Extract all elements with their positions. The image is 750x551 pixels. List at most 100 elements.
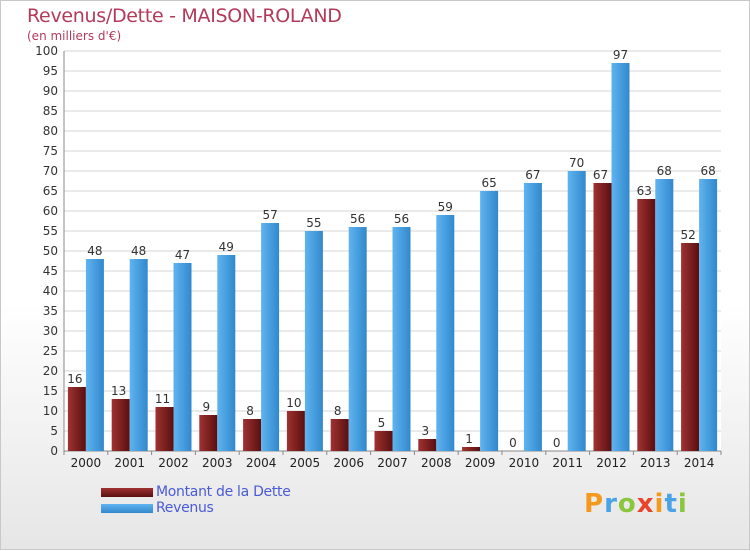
y-tick-label: 80 [43,124,58,138]
bar-revenus [304,231,323,451]
data-label-revenus: 97 [613,48,628,62]
y-tick-label: 60 [43,204,58,218]
data-label-dette: 5 [378,416,386,430]
data-label-dette: 3 [421,424,429,438]
bar-dette [67,387,86,451]
x-tick-label: 2005 [290,456,321,470]
data-label-revenus: 56 [350,212,365,226]
data-label-dette: 52 [680,228,695,242]
data-label-dette: 0 [509,436,517,450]
y-tick-label: 30 [43,324,58,338]
x-tick-label: 2009 [465,456,496,470]
bar-revenus [85,259,104,451]
data-label-revenus: 67 [525,168,540,182]
bar-revenus [567,171,586,451]
y-tick-label: 75 [43,144,58,158]
y-tick-label: 70 [43,164,58,178]
bar-dette [418,439,437,451]
y-tick-label: 5 [50,424,58,438]
x-tick-label: 2002 [158,456,189,470]
bar-dette [330,419,349,451]
data-label-dette: 8 [246,404,254,418]
x-tick-label: 2006 [333,456,364,470]
y-tick-label: 90 [43,84,58,98]
x-tick-label: 2004 [246,456,277,470]
bar-revenus [173,263,192,451]
bar-dette [155,407,174,451]
y-tick-label: 55 [43,224,58,238]
data-label-revenus: 68 [700,164,715,178]
bar-dette [681,243,700,451]
x-tick-label: 2010 [509,456,540,470]
proxiti-logo: Proxiti [584,489,688,519]
bar-dette [462,447,481,451]
x-tick-label: 2013 [640,456,671,470]
chart-subtitle: (en milliers d'€) [27,29,122,43]
bar-revenus [699,179,718,451]
bar-dette [243,419,262,451]
logo-letter: r [604,489,618,519]
data-label-revenus: 56 [394,212,409,226]
legend-label-revenus: Revenus [156,500,214,516]
bar-revenus [129,259,148,451]
bar-dette [286,411,305,451]
x-tick-label: 2001 [114,456,145,470]
logo-letter: P [584,489,605,519]
bar-dette [637,199,656,451]
y-tick-label: 65 [43,184,58,198]
bar-revenus [523,183,542,451]
y-tick-label: 10 [43,404,58,418]
logo-letter: x [636,489,655,519]
y-tick-label: 15 [43,384,58,398]
bar-dette [111,399,130,451]
x-tick-label: 2014 [684,456,715,470]
y-tick-label: 0 [50,444,58,458]
legend-label-dette: Montant de la Dette [156,484,291,500]
data-label-dette: 8 [334,404,342,418]
y-tick-label: 100 [35,44,58,58]
logo-letter: i [654,489,665,519]
bar-revenus [217,255,236,451]
data-label-revenus: 48 [87,244,102,258]
x-tick-label: 2008 [421,456,452,470]
bar-revenus [480,191,499,451]
data-label-revenus: 70 [569,156,584,170]
logo-letter: t [664,489,678,519]
chart-title: Revenus/Dette - MAISON-ROLAND [27,5,342,27]
y-tick-label: 45 [43,264,58,278]
data-label-dette: 11 [155,392,170,406]
y-tick-label: 50 [43,244,58,258]
bar-dette [593,183,612,451]
logo-letter: i [677,489,688,519]
x-tick-label: 2007 [377,456,408,470]
x-tick-label: 2012 [596,456,627,470]
y-tick-label: 25 [43,344,58,358]
bar-revenus [392,227,411,451]
data-label-dette: 10 [286,396,301,410]
logo-letter: o [617,489,637,519]
data-label-dette: 63 [637,184,652,198]
bar-revenus [611,63,630,451]
y-tick-label: 85 [43,104,58,118]
y-tick-label: 95 [43,64,58,78]
data-label-dette: 9 [202,400,210,414]
data-label-dette: 67 [593,168,608,182]
data-label-revenus: 68 [657,164,672,178]
y-tick-label: 40 [43,284,58,298]
bar-dette [374,431,393,451]
data-label-dette: 0 [553,436,561,450]
data-label-dette: 16 [67,372,82,386]
data-label-revenus: 48 [131,244,146,258]
bar-revenus [348,227,367,451]
x-tick-label: 2003 [202,456,233,470]
legend-swatch-dette [101,488,153,497]
data-label-dette: 13 [111,384,126,398]
x-tick-label: 2011 [552,456,583,470]
y-tick-label: 20 [43,364,58,378]
data-label-revenus: 47 [175,248,190,262]
bar-revenus [655,179,674,451]
data-label-revenus: 55 [306,216,321,230]
data-label-revenus: 49 [219,240,234,254]
bar-revenus [436,215,455,451]
